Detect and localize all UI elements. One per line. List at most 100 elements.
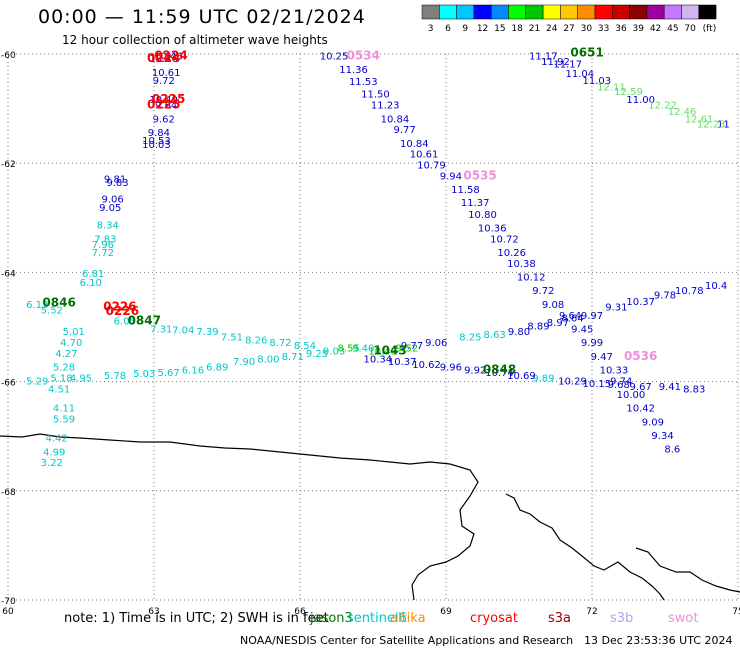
wave-height-value: 8.26 [245, 335, 267, 346]
colorbar-swatch [490, 4, 509, 20]
latitude-tick-label: -62 [1, 160, 16, 170]
pass-time-label: 0848 [483, 362, 516, 376]
wave-height-value: 12.11 [597, 83, 626, 94]
wave-height-value: 8.25 [459, 333, 481, 344]
wave-height-value: 4.11 [53, 404, 75, 415]
satellite-legend-altika: altika [390, 611, 426, 626]
pass-time-label: 0225 [147, 98, 180, 112]
latitude-tick-label: -60 [1, 51, 16, 61]
wave-height-value: 10.26 [497, 248, 526, 259]
wave-height-value: 5.01 [63, 327, 85, 338]
colorbar-swatch [456, 4, 475, 20]
latitude-tick-label: -64 [1, 269, 16, 279]
wave-height-value: 8.71 [282, 352, 304, 363]
wave-height-value: 12.23 [697, 120, 726, 131]
wave-height-value: 9.64 [559, 311, 581, 322]
latitude-tick-label: -70 [1, 597, 16, 607]
footer-timestamp: 13 Dec 23:53:36 UTC 2024 [584, 634, 733, 647]
wave-height-value: 7.51 [221, 333, 243, 344]
wave-height-value: 10.80 [468, 210, 497, 221]
wave-height-value: 5.59 [53, 415, 75, 426]
wave-height-value: 5.29 [26, 376, 48, 387]
wave-height-value: 9.09 [642, 417, 664, 428]
wave-height-value: 11.58 [451, 185, 480, 196]
wave-height-value: 9.67 [630, 382, 652, 393]
colorbar-swatch [525, 4, 544, 20]
wave-height-value: 9.94 [440, 172, 462, 183]
wave-height-value: 8.00 [257, 354, 279, 365]
wave-height-value: 9.52 [396, 344, 418, 355]
wave-height-value: 10.46 [149, 54, 178, 65]
coastline-east [505, 493, 665, 601]
colorbar-label: (ft) [703, 24, 717, 34]
colorbar-label: 18 [511, 24, 523, 34]
wave-height-value: 10.00 [617, 390, 646, 401]
wave-height-value: 10.34 [364, 354, 393, 365]
wave-height-value: 8.34 [97, 221, 119, 232]
wave-height-value: 7.96 [92, 240, 114, 251]
colorbar-swatch [508, 4, 527, 20]
wave-height-value: 8.72 [269, 338, 291, 349]
wave-height-value: 4.95 [70, 374, 92, 385]
wave-height-value: 10.12 [517, 273, 546, 284]
wave-height-value: 10.36 [478, 223, 507, 234]
wave-height-value: 8.54 [294, 341, 316, 352]
colorbar-label: 3 [428, 24, 434, 34]
wave-height-value: 9.41 [659, 382, 681, 393]
wave-height-value: 4.70 [60, 338, 82, 349]
colorbar-label: 39 [633, 24, 645, 34]
latitude-tick-label: -66 [1, 379, 16, 389]
gridlines [7, 53, 739, 601]
wave-height-value: 9.05 [99, 203, 121, 214]
wave-height-value: 10.37 [388, 357, 417, 368]
wave-height-value: 9.92 [464, 365, 486, 376]
wave-height-value: 10.84 [381, 114, 410, 125]
wave-height-value: 10.4 [705, 281, 727, 292]
longitude-tick-label: 63 [148, 607, 159, 617]
wave-height-value: 7.72 [92, 248, 114, 259]
wave-height-value: 5.28 [53, 363, 75, 374]
colorbar-label: 6 [445, 24, 451, 34]
wave-height-value: 11.37 [461, 198, 490, 209]
wave-height-value: 10.69 [507, 371, 536, 382]
wave-height-value: 10.29 [558, 376, 587, 387]
footer-note: note: 1) Time is in UTC; 2) SWH is in fe… [64, 611, 329, 626]
satellite-legend-s3a: s3a [548, 611, 572, 626]
wave-height-value: 9.68 [608, 380, 630, 391]
wave-height-value: 9.78 [654, 291, 676, 302]
wave-height-value: 12.46 [668, 107, 697, 118]
wave-height-value: 5.18 [50, 374, 72, 385]
page-title: 00:00 — 11:59 UTC 02/21/2024 [38, 6, 366, 28]
wave-height-value: 11.03 [583, 76, 612, 87]
wave-height-value: 10.78 [675, 286, 704, 297]
wave-height-value: 10.37 [626, 297, 655, 308]
wave-height-value: 10.46 [154, 51, 183, 62]
wave-height-value: 9.96 [440, 363, 462, 374]
satellite-legend-sentinel6: sentinel6 [347, 611, 407, 626]
wave-height-value: 8.6 [664, 445, 680, 456]
wave-height-value: 9.72 [153, 76, 175, 87]
colorbar-label: 21 [529, 24, 540, 34]
wave-height-value: 10.49 [149, 95, 178, 106]
longitude-tick-label: 75 [732, 607, 740, 617]
coastline-west [0, 433, 479, 601]
wave-height-value: 5.78 [104, 371, 126, 382]
colorbar-swatch [439, 4, 457, 20]
wave-height-value: 10.43 [368, 346, 397, 357]
pass-time-label: 0847 [128, 313, 161, 327]
longitude-tick-label: 66 [294, 607, 306, 617]
wave-height-value: 11.17 [529, 51, 558, 62]
colorbar-label: 45 [667, 24, 678, 34]
wave-height-value: 8.83 [683, 385, 705, 396]
colorbar-swatch [698, 4, 717, 20]
wave-height-value: 10.42 [626, 404, 655, 415]
wave-height-value: 10.53 [142, 136, 171, 147]
wave-height-value: 10.03 [142, 140, 171, 151]
pass-time-label: 0225 [152, 92, 185, 106]
wave-height-value: 9.25 [306, 349, 328, 360]
wave-height-value: 8.97 [547, 318, 569, 329]
wave-height-value: 11.04 [566, 69, 595, 80]
wave-height-value: 9.72 [532, 286, 554, 297]
